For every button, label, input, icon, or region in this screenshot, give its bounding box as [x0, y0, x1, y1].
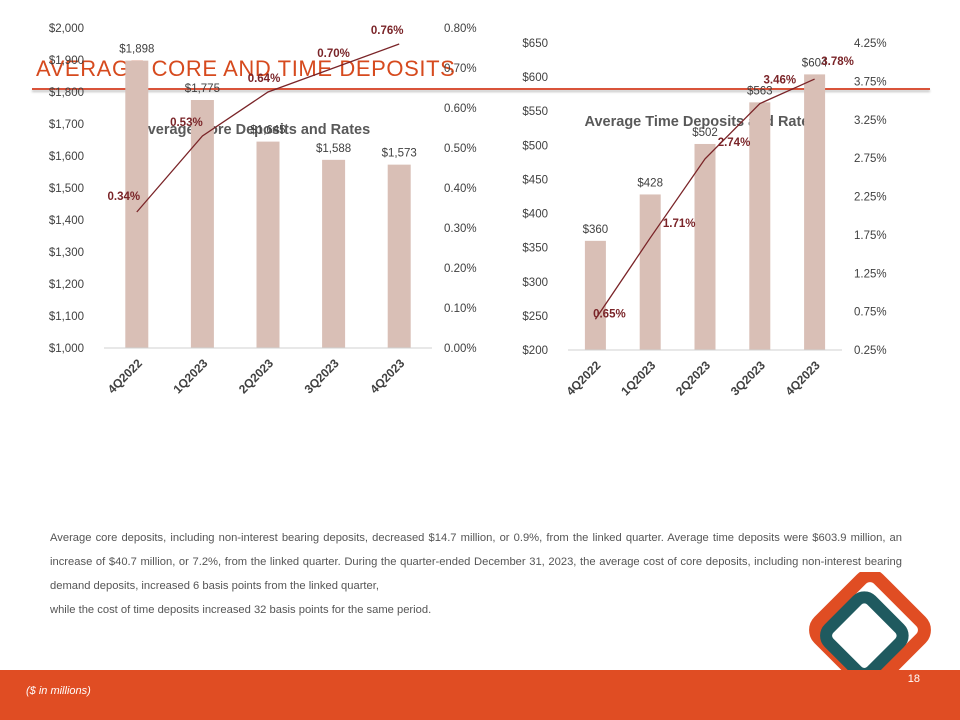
right-axis-tick-label: 0.60%	[444, 103, 477, 115]
left-axis-tick-label: $650	[522, 38, 548, 50]
units-footnote: ($ in millions)	[26, 685, 91, 697]
left-axis-tick-label: $300	[522, 277, 548, 289]
left-axis-tick-label: $1,700	[49, 119, 84, 131]
bar	[125, 60, 149, 348]
category-tick-label: 4Q2022	[105, 356, 145, 396]
right-axis-tick-label: 2.75%	[854, 153, 887, 165]
right-axis-tick-label: 1.25%	[854, 268, 887, 280]
core-deposits-chart: Average Core Deposits and Rates$1,000$1,…	[49, 23, 477, 396]
rate-line	[594, 78, 815, 320]
bar-value-label: $1,645	[250, 125, 285, 137]
bar	[322, 159, 346, 348]
category-tick-label: 1Q2023	[170, 356, 210, 396]
left-axis-tick-label: $1,400	[49, 215, 84, 227]
category-tick-label: 2Q2023	[673, 358, 713, 398]
rate-value-label: 1.71%	[663, 218, 696, 230]
left-axis-tick-label: $1,100	[49, 311, 84, 323]
rate-value-label: 3.46%	[763, 75, 796, 87]
category-tick-label: 4Q2022	[563, 358, 603, 398]
bar	[584, 240, 606, 350]
right-axis-tick-label: 0.10%	[444, 303, 477, 315]
left-axis-tick-label: $400	[522, 209, 548, 221]
left-axis-tick-label: $200	[522, 345, 548, 357]
commentary-paragraph-2: while the cost of time deposits increase…	[50, 604, 432, 616]
left-axis-tick-label: $1,500	[49, 183, 84, 195]
right-axis-tick-label: 0.30%	[444, 223, 477, 235]
bar	[256, 141, 280, 348]
left-axis-tick-label: $600	[522, 72, 548, 84]
commentary: Average core deposits, including non-int…	[50, 526, 902, 622]
left-axis-tick-label: $1,200	[49, 279, 84, 291]
title-divider	[32, 88, 930, 90]
time-deposits-chart: Average Time Deposits and Rates$200$250$…	[522, 38, 887, 398]
right-axis-tick-label: 3.25%	[854, 115, 887, 127]
right-axis-tick-label: 4.25%	[854, 38, 887, 50]
left-axis-tick-label: $500	[522, 140, 548, 152]
rate-line	[136, 43, 400, 213]
right-axis-tick-label: 0.75%	[854, 307, 887, 319]
category-tick-label: 3Q2023	[302, 356, 342, 396]
bar	[639, 194, 661, 350]
category-tick-label: 4Q2023	[367, 356, 407, 396]
rate-value-label: 2.74%	[718, 137, 751, 149]
left-axis-tick-label: $1,900	[49, 55, 84, 67]
category-tick-label: 4Q2023	[783, 358, 823, 398]
right-axis-tick-label: 3.75%	[854, 76, 887, 88]
right-axis-tick-label: 2.25%	[854, 192, 887, 204]
left-axis-tick-label: $1,800	[49, 87, 84, 99]
rate-value-label: 0.34%	[107, 191, 140, 203]
right-axis-tick-label: 0.00%	[444, 343, 477, 355]
logo-teal-ring	[820, 591, 909, 680]
right-axis-tick-label: 0.80%	[444, 23, 477, 35]
bar-value-label: $563	[747, 85, 773, 97]
slide-title: AVERAGE CORE AND TIME DEPOSITS	[36, 56, 456, 81]
bar	[694, 143, 716, 350]
category-tick-label: 1Q2023	[618, 358, 658, 398]
bar	[804, 74, 826, 350]
left-axis-tick-label: $450	[522, 174, 548, 186]
footer-bar: ($ in millions) 18	[0, 670, 960, 720]
left-axis-tick-label: $1,300	[49, 247, 84, 259]
left-axis-tick-label: $1,600	[49, 151, 84, 163]
right-axis-tick-label: 0.50%	[444, 143, 477, 155]
right-axis-tick-label: 0.25%	[854, 345, 887, 357]
bar-value-label: $1,573	[382, 148, 417, 160]
commentary-paragraph-1: Average core deposits, including non-int…	[50, 532, 902, 592]
left-axis-tick-label: $2,000	[49, 23, 84, 35]
left-axis-tick-label: $550	[522, 106, 548, 118]
rate-value-label: 0.76%	[371, 25, 404, 37]
rate-value-label: 0.70%	[317, 48, 350, 60]
bar-value-label: $360	[583, 224, 609, 236]
left-axis-tick-label: $1,000	[49, 343, 84, 355]
right-axis-tick-label: 1.75%	[854, 230, 887, 242]
rate-value-label: 0.64%	[248, 73, 281, 85]
rate-value-label: 3.78%	[821, 56, 854, 68]
rate-value-label: 0.65%	[593, 308, 626, 320]
right-axis-tick-label: 0.40%	[444, 183, 477, 195]
bar-value-label: $1,898	[119, 44, 154, 56]
bar-value-label: $604	[802, 57, 828, 69]
left-axis-tick-label: $350	[522, 243, 548, 255]
rate-value-label: 0.53%	[170, 117, 203, 129]
category-tick-label: 3Q2023	[728, 358, 768, 398]
bar-value-label: $502	[692, 127, 718, 139]
bar-value-label: $428	[637, 177, 663, 189]
page-number: 18	[907, 673, 920, 685]
bar	[387, 164, 411, 348]
bar-value-label: $1,775	[185, 83, 220, 95]
category-tick-label: 2Q2023	[236, 356, 276, 396]
left-axis-tick-label: $250	[522, 311, 548, 323]
bar	[190, 100, 214, 348]
right-axis-tick-label: 0.70%	[444, 63, 477, 75]
bar-value-label: $1,588	[316, 143, 351, 155]
diamond-logo-icon	[809, 572, 931, 691]
right-axis-tick-label: 0.20%	[444, 263, 477, 275]
bar	[749, 102, 771, 350]
